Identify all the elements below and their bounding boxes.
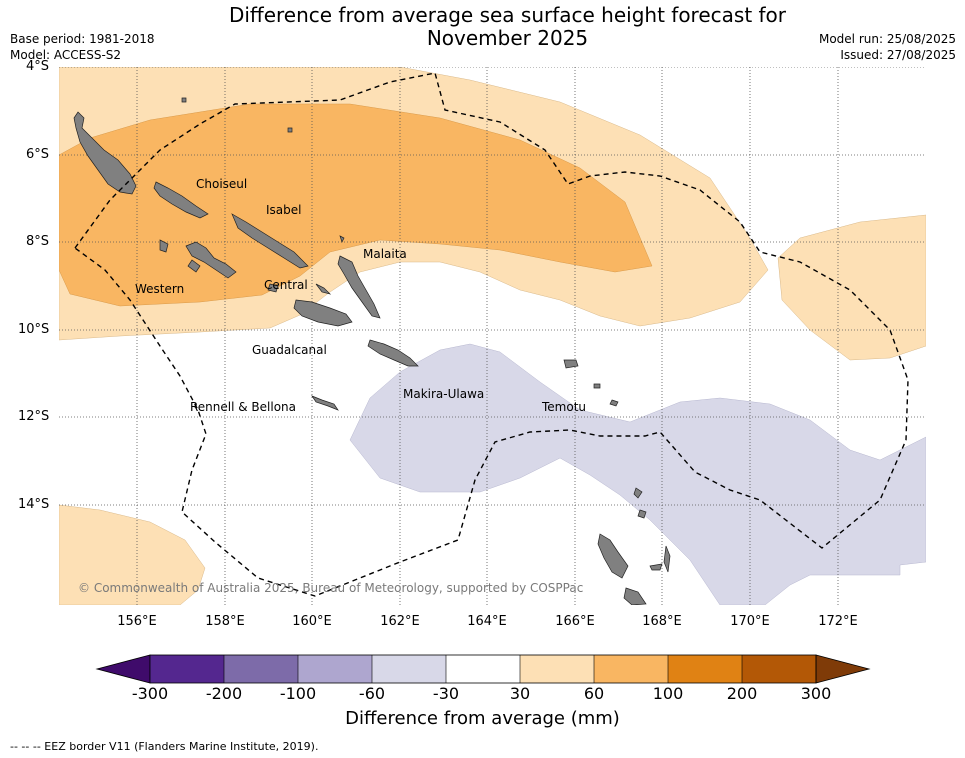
anomaly-neg-30-60: [349, 343, 926, 605]
island-nggela: [315, 283, 332, 295]
lon-label-168e: 168°E: [642, 614, 682, 629]
colorbar-bin-5: [446, 655, 520, 683]
colorbar: [95, 654, 871, 684]
lon-label-166e: 166°E: [555, 614, 595, 629]
colorbar-tick: -60: [358, 684, 386, 703]
region-label-makira-ulawa: Makira-Ulawa: [403, 387, 485, 401]
colorbar-bin-3: [298, 655, 372, 683]
map-title: Difference from average sea surface heig…: [190, 4, 825, 50]
issued-date: Issued: 27/08/2025: [840, 48, 956, 62]
region-label-rennell-bellona: Rennell & Bellona: [190, 400, 297, 414]
island-makira: [367, 339, 419, 367]
lat-label-6s: 6°S: [26, 147, 50, 162]
island-islet-4: [267, 283, 279, 293]
colorbar-extend-high: [815, 654, 871, 684]
colorbar-tick: 60: [583, 684, 605, 703]
island-torres: [637, 509, 647, 519]
lon-label-158e: 158°E: [205, 614, 245, 629]
colorbar-label: Difference from average (mm): [345, 708, 620, 729]
copyright-notice: © Commonwealth of Australia 2025, Bureau…: [78, 581, 584, 595]
lat-label-12s: 12°S: [18, 409, 50, 424]
island-rendova: [187, 259, 201, 273]
colorbar-extend-low: [95, 654, 151, 684]
colorbar-bin-2: [224, 655, 298, 683]
lon-label-170e: 170°E: [730, 614, 770, 629]
island-vanikoro: [593, 383, 601, 389]
meta-right: Model run: 25/08/2025 Issued: 27/08/2025: [819, 31, 956, 63]
graticule: [59, 67, 926, 605]
map-title-line1: Difference from average sea surface heig…: [228, 3, 787, 27]
island-islet-3: [339, 235, 345, 243]
colorbar-tick: 300: [800, 684, 832, 703]
island-santa-cruz: [563, 359, 579, 369]
island-ambae: [649, 563, 663, 571]
lon-label-162e: 162°E: [380, 614, 420, 629]
lon-label-160e: 160°E: [292, 614, 332, 629]
eez-legend-note: -- -- -- EEZ border V11 (Flanders Marine…: [10, 740, 319, 753]
region-label-temotu: Temotu: [542, 400, 587, 414]
lat-label-4s: 4°S: [26, 59, 50, 74]
anomaly-30-60-east: [777, 214, 926, 361]
island-tikopia: [609, 399, 619, 407]
region-label-guadalcanal: Guadalcanal: [252, 343, 327, 357]
colorbar-tick: -30: [432, 684, 460, 703]
colorbar-tick: 100: [652, 684, 684, 703]
island-maewo: [663, 545, 671, 573]
island-malaita: [337, 255, 381, 319]
model-name: Model: ACCESS-S2: [10, 48, 122, 62]
colorbar-bin-8: [668, 655, 742, 683]
lat-label-14s: 14°S: [18, 497, 50, 512]
colorbar-tick: -200: [205, 684, 243, 703]
island-guadalcanal: [293, 299, 353, 327]
island-new-georgia: [185, 241, 237, 279]
island-islet-2: [181, 97, 187, 103]
island-malekula: [623, 587, 647, 605]
eez-border: [74, 72, 909, 597]
region-label-central: Central: [264, 278, 308, 292]
colorbar-bin-4: [372, 655, 446, 683]
lon-label-164e: 164°E: [467, 614, 507, 629]
region-label-western: Western: [135, 282, 185, 296]
colorbar-bin-7: [594, 655, 668, 683]
colorbar-tick: 30: [509, 684, 531, 703]
lon-label-172e: 172°E: [818, 614, 858, 629]
island-vella: [159, 239, 169, 253]
base-period: Base period: 1981-2018: [10, 32, 155, 46]
colorbar-bin-9: [742, 655, 816, 683]
region-label-isabel: Isabel: [266, 203, 302, 217]
colorbar-tick: -300: [131, 684, 169, 703]
map-title-line2: November 2025: [426, 26, 589, 50]
island-islet-1: [287, 127, 293, 133]
region-label-choiseul: Choiseul: [196, 177, 248, 191]
model-run: Model run: 25/08/2025: [818, 32, 956, 46]
lat-label-8s: 8°S: [26, 234, 50, 249]
island-espiritu-santo: [597, 533, 629, 579]
island-isabel: [231, 213, 309, 269]
colorbar-tick: 200: [726, 684, 758, 703]
colorbar-bin-1: [150, 655, 224, 683]
island-bougainville: [73, 111, 137, 195]
lon-label-156e: 156°E: [117, 614, 157, 629]
lat-label-10s: 10°S: [18, 322, 50, 337]
region-label-malaita: Malaita: [363, 247, 407, 261]
meta-left: Base period: 1981-2018 Model: ACCESS-S2: [10, 31, 155, 63]
island-banks: [633, 487, 643, 499]
island-rennell: [311, 395, 339, 411]
map-plot-area: [59, 67, 926, 605]
colorbar-bin-6: [520, 655, 594, 683]
colorbar-tick: -100: [279, 684, 317, 703]
island-choiseul: [153, 181, 209, 219]
anomaly-30-60-southwest: [59, 504, 206, 605]
land-masses: [73, 97, 671, 605]
